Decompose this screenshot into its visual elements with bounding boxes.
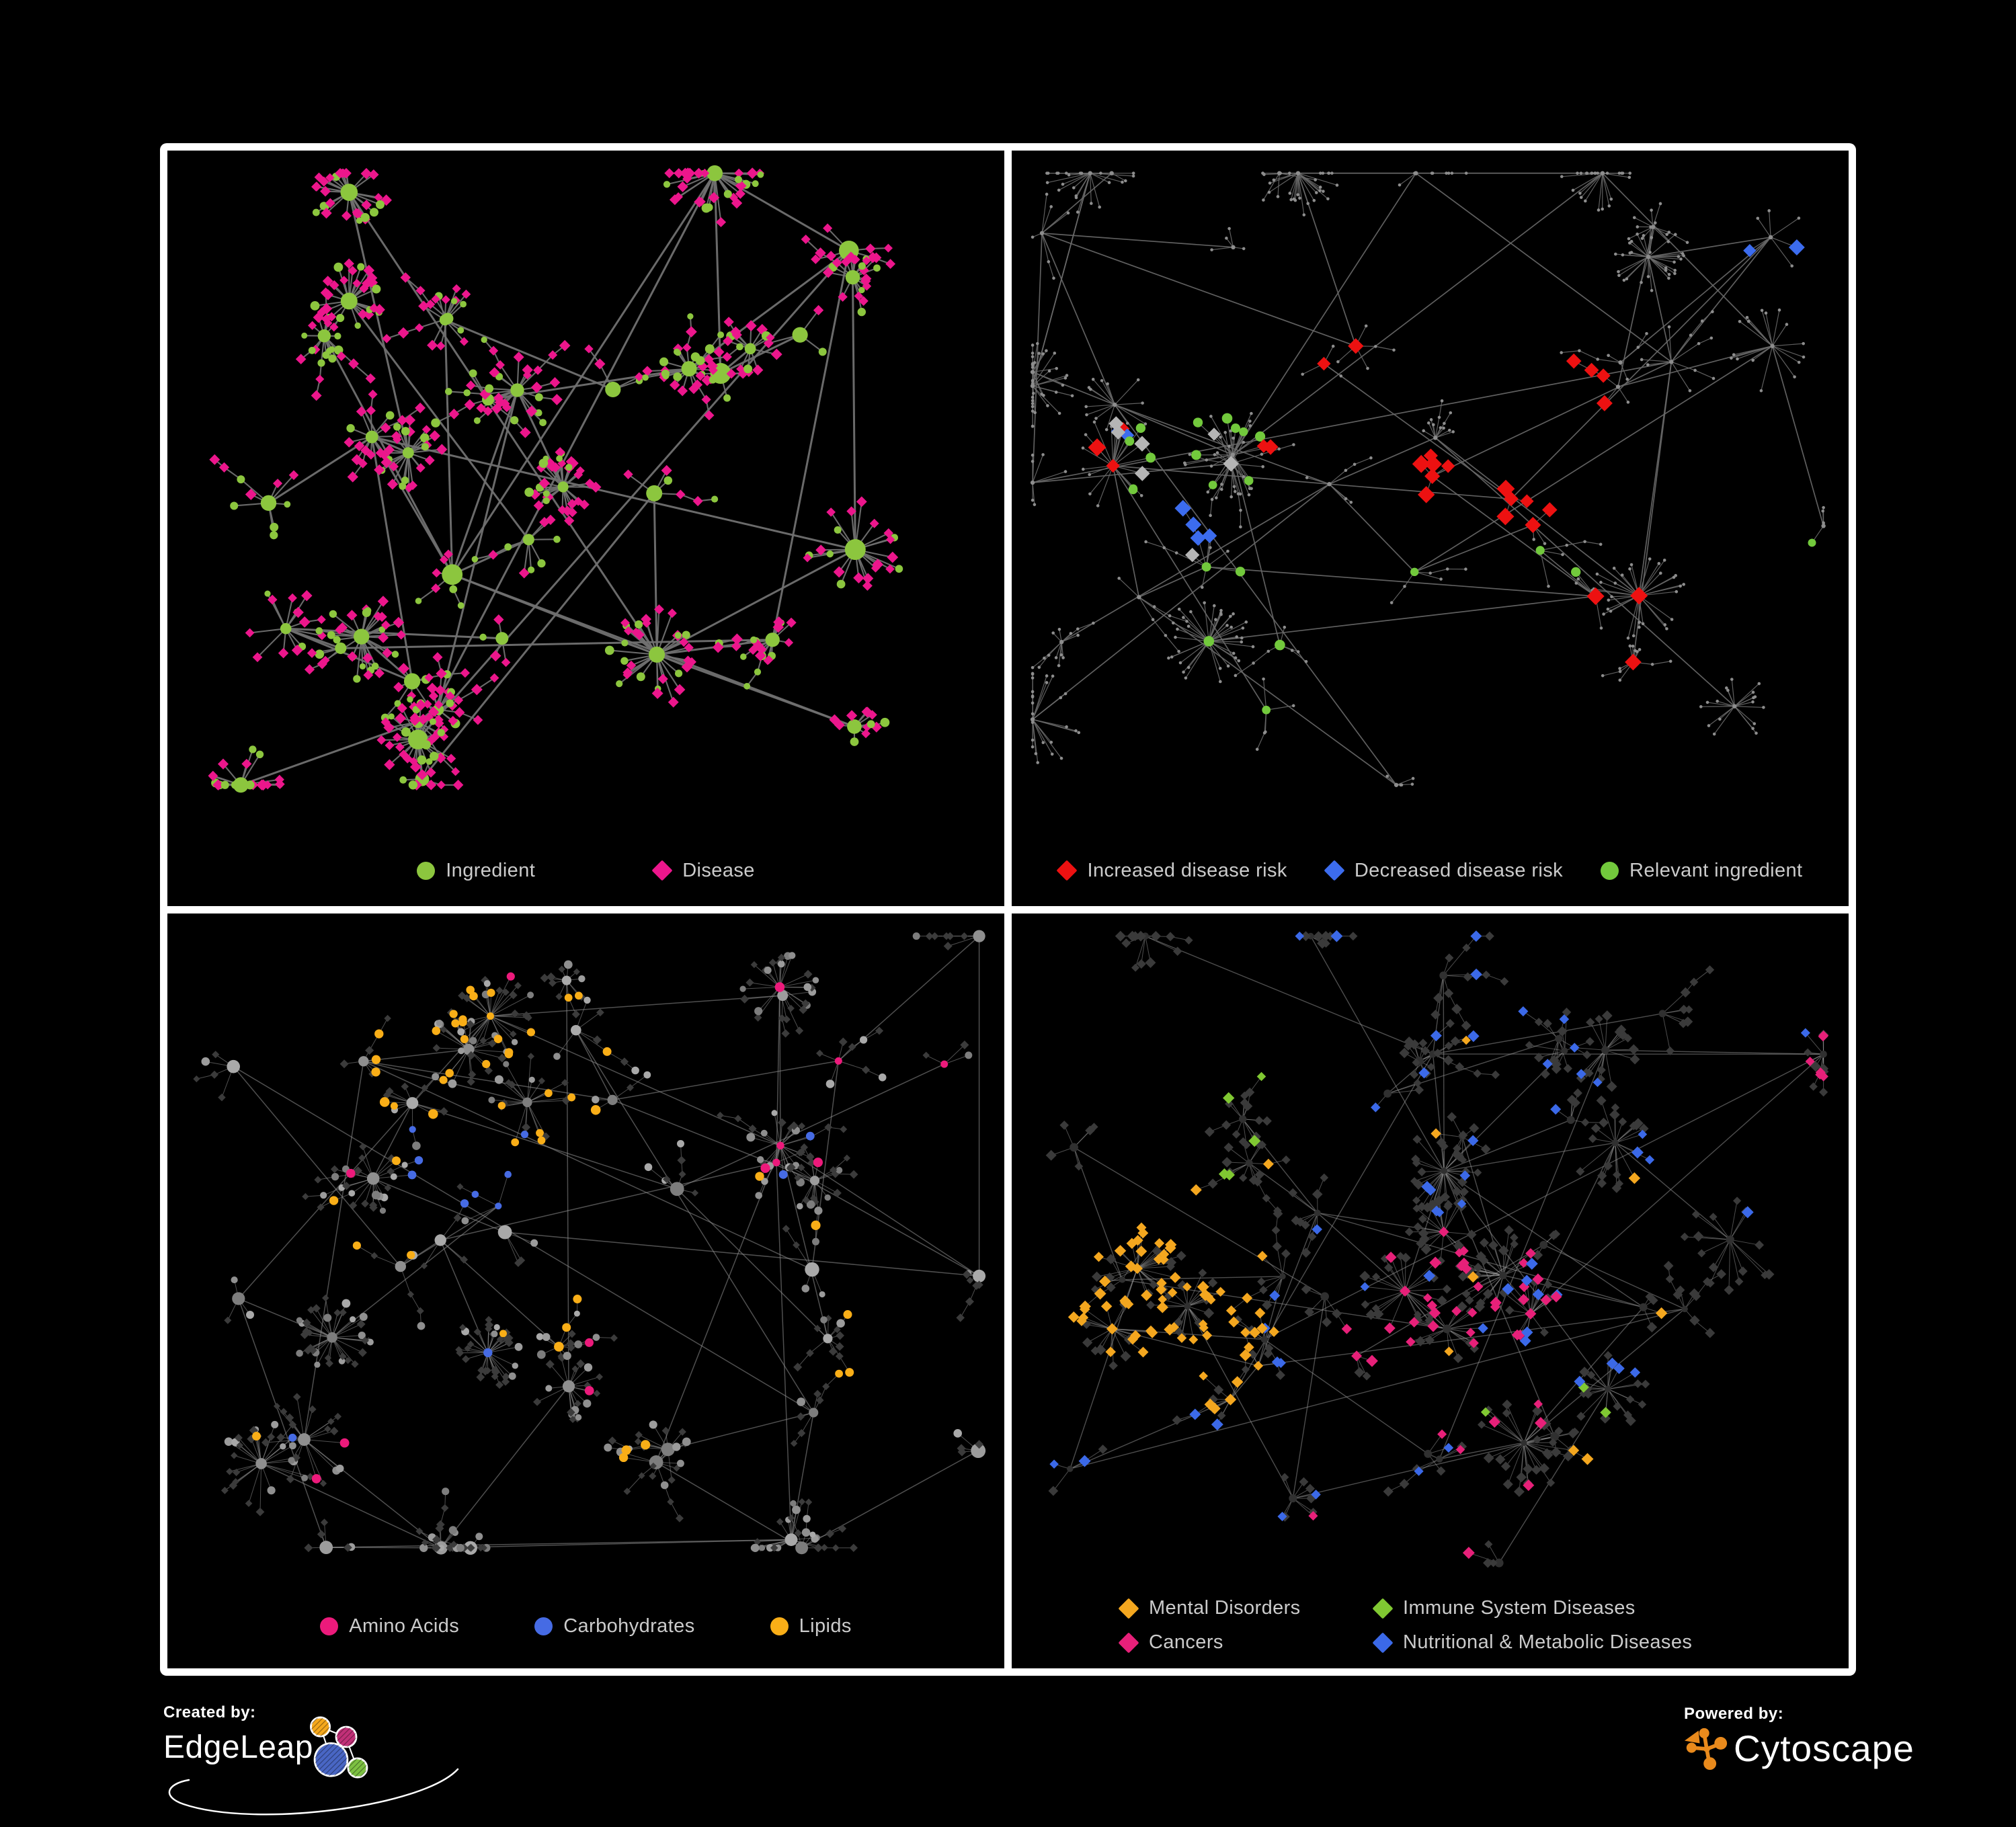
legend-diamond-marker — [1324, 860, 1344, 881]
network-disease-risk — [1012, 151, 1849, 906]
network-nutrients — [167, 914, 1004, 1669]
legend-item: Carbohydrates — [534, 1615, 694, 1637]
legend-item: Decreased disease risk — [1325, 860, 1563, 882]
cytoscape-network-icon — [1684, 1726, 1728, 1771]
credit-edgeleap: Created by: EdgeLeap — [163, 1703, 313, 1766]
legend-item: Immune System Diseases — [1373, 1597, 1636, 1619]
legend-label: Disease — [682, 860, 755, 882]
panel-disease-classes: Mental Disorders Immune System Diseases Ca… — [1012, 914, 1849, 1669]
legend-item: Nutritional & Metabolic Diseases — [1373, 1631, 1692, 1654]
legend-label: Immune System Diseases — [1403, 1597, 1636, 1619]
legend-label: Mental Disorders — [1149, 1597, 1301, 1619]
legend-label: Increased disease risk — [1087, 860, 1287, 882]
legend-label: Relevant ingredient — [1629, 860, 1802, 882]
legend-diamond-marker — [1372, 1598, 1393, 1619]
legend-diamond-marker — [1118, 1598, 1139, 1619]
legend-item: Mental Disorders — [1119, 1597, 1301, 1619]
edgeleap-wordmark: EdgeLeap — [163, 1729, 313, 1766]
legend-item: Relevant ingredient — [1601, 860, 1802, 882]
legend-nutrients: Amino Acids Carbohydrates Lipids — [167, 1615, 1004, 1637]
legend-disease-risk: Increased disease risk Decreased disease … — [1012, 860, 1849, 882]
edgeleap-brand: EdgeLeap — [163, 1722, 313, 1766]
legend-label: Decreased disease risk — [1355, 860, 1563, 882]
legend-label: Amino Acids — [349, 1615, 459, 1637]
legend-item: Lipids — [770, 1615, 852, 1637]
legend-label: Ingredient — [446, 860, 535, 882]
panel-nutrients: Amino Acids Carbohydrates Lipids — [167, 914, 1004, 1669]
legend-circle-marker — [534, 1617, 553, 1635]
legend-item: Increased disease risk — [1057, 860, 1287, 882]
legend-disease-classes: Mental Disorders Immune System Diseases Ca… — [1119, 1597, 1692, 1654]
legend-diamond-marker — [652, 860, 673, 881]
legend-item: Ingredient — [417, 860, 535, 882]
legend-item: Cancers — [1119, 1631, 1223, 1654]
legend-ingredient-disease: Ingredient Disease — [167, 860, 1004, 882]
network-ingredient-disease — [167, 151, 1004, 906]
legend-diamond-marker — [1118, 1632, 1139, 1653]
legend-circle-marker — [417, 862, 435, 880]
legend-item: Amino Acids — [320, 1615, 459, 1637]
panel-grid: Ingredient Disease Increased disease risk… — [160, 143, 1856, 1676]
legend-diamond-marker — [1057, 860, 1078, 881]
legend-label: Lipids — [799, 1615, 852, 1637]
legend-label: Cancers — [1149, 1631, 1223, 1654]
legend-circle-marker — [320, 1617, 338, 1635]
cytoscape-brand: Cytoscape — [1684, 1726, 1914, 1771]
legend-diamond-marker — [1372, 1632, 1393, 1653]
cytoscape-wordmark: Cytoscape — [1734, 1727, 1914, 1770]
credit-cytoscape: Powered by: Cytoscape — [1684, 1705, 1914, 1771]
legend-label: Carbohydrates — [563, 1615, 694, 1637]
legend-circle-marker — [770, 1617, 789, 1635]
edgeleap-network-icon — [295, 1713, 377, 1792]
panel-ingredient-disease: Ingredient Disease — [167, 151, 1004, 906]
created-by-label: Created by: — [163, 1703, 313, 1722]
network-disease-classes — [1012, 914, 1849, 1669]
legend-item: Disease — [653, 860, 755, 882]
powered-by-label: Powered by: — [1684, 1705, 1914, 1723]
legend-label: Nutritional & Metabolic Diseases — [1403, 1631, 1692, 1654]
panel-disease-risk: Increased disease risk Decreased disease … — [1012, 151, 1849, 906]
legend-circle-marker — [1601, 862, 1619, 880]
